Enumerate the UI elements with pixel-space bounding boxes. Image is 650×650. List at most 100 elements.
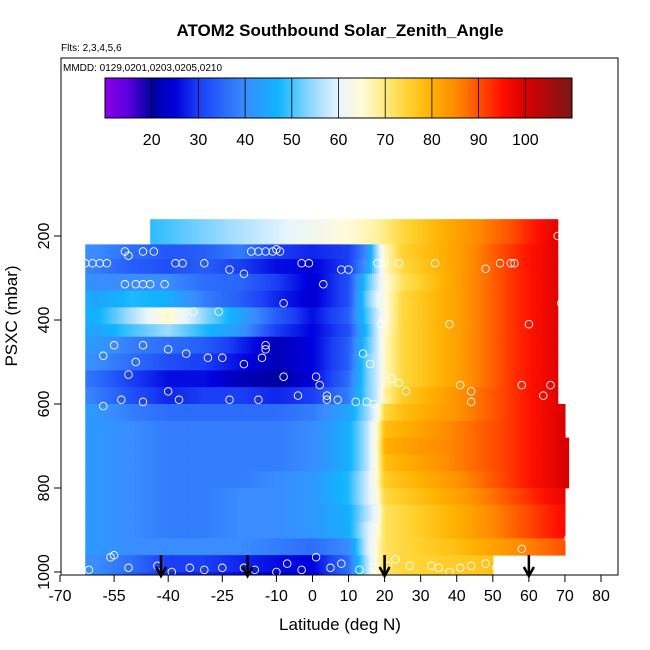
observation-marker: [124, 370, 133, 379]
colorbar-dividers: [151, 78, 526, 118]
observation-marker: [434, 563, 443, 573]
observation-marker: [102, 259, 112, 268]
heatmap-row: [85, 307, 559, 325]
heatmap-field: [85, 219, 570, 575]
colorbar-tick-label: 80: [423, 132, 441, 149]
heatmap-row: [85, 244, 559, 260]
observation-marker: [495, 259, 505, 268]
x-tick-label: 50: [484, 588, 502, 605]
flights-note: Flts: 2,3,4,5,6: [61, 43, 122, 54]
observation-marker: [275, 247, 285, 256]
x-tick-label: 10: [340, 588, 358, 605]
heatmap-row: [150, 219, 559, 245]
observation-marker: [214, 307, 223, 316]
observation-marker: [311, 372, 321, 381]
observation-marker: [456, 563, 465, 573]
observation-marker: [149, 247, 159, 256]
observation-marker: [145, 280, 155, 289]
colorbar-tick-label: 90: [470, 132, 488, 149]
observation-marker: [369, 399, 379, 409]
observation-marker: [358, 349, 368, 358]
observation-marker: [279, 372, 288, 381]
colorbar-tick-label: 50: [283, 132, 301, 149]
observation-marker: [492, 563, 501, 573]
x-tick-label: 70: [556, 588, 574, 605]
heatmap-row: [85, 404, 566, 422]
observation-marker: [200, 259, 209, 268]
x-axis-label: Latitude (deg N): [279, 615, 401, 634]
x-tick-label: 80: [592, 588, 610, 605]
colorbar-tick-labels: 20 30 40 50 60 70 80 90 100: [143, 132, 539, 149]
observation-marker: [391, 555, 400, 564]
observation-marker: [282, 559, 292, 568]
colorbar-tick-label: 100: [512, 132, 539, 149]
observation-marker: [163, 387, 173, 396]
observation-marker: [189, 307, 198, 316]
observation-marker: [163, 345, 173, 354]
observation-marker: [124, 563, 133, 573]
latitude-arrows: [154, 555, 535, 579]
observation-marker: [272, 567, 281, 575]
x-tick-label: -25: [211, 588, 234, 605]
observation-marker: [546, 380, 555, 390]
observation-marker: [517, 380, 526, 390]
observation-marker: [430, 259, 440, 268]
heatmap-row: [85, 538, 566, 556]
observation-marker: [178, 259, 187, 268]
observation-marker: [517, 544, 526, 554]
observation-marker: [200, 565, 209, 575]
x-tick-label: 40: [448, 588, 466, 605]
observation-marker: [261, 340, 270, 350]
observation-marker: [322, 391, 332, 400]
observation-marker: [218, 563, 227, 573]
observation-marker: [138, 340, 148, 350]
heatmap-row: [85, 353, 559, 371]
observation-marker: [73, 259, 83, 268]
x-tick-label: 30: [412, 588, 430, 605]
heatmap-row: [85, 273, 559, 291]
observation-marker: [337, 559, 346, 568]
y-tick-label: 400: [36, 307, 53, 334]
x-tick-label: 20: [376, 588, 394, 605]
heatmap-row: [85, 555, 494, 573]
heatmap-row: [85, 336, 559, 354]
latitude-arrow: [154, 555, 168, 579]
observation-marker: [380, 259, 389, 268]
heatmap-row: [85, 324, 559, 338]
observation-marker: [560, 372, 570, 381]
x-axis: -70 -55 -40 -25 -10 0 10 20 30 40 50 60 70 80: [48, 575, 610, 605]
chart-title: ATOM2 Southbound Solar_Zenith_Angle: [176, 21, 503, 40]
observation-marker: [333, 395, 342, 405]
colorbar-tick-label: 40: [236, 132, 254, 149]
observation-marker: [293, 391, 303, 400]
observation-marker: [117, 395, 126, 405]
observation-marker: [261, 345, 270, 354]
observation-marker: [560, 231, 570, 241]
observation-marker: [120, 280, 130, 289]
observation-marker: [405, 561, 415, 570]
observation-marker: [369, 563, 379, 573]
observation-marker: [218, 353, 227, 363]
observation-marker: [401, 387, 411, 396]
observation-marker: [326, 563, 335, 573]
observation-marker: [73, 378, 83, 388]
observation-marker: [387, 374, 397, 384]
observation-marker: [160, 280, 169, 289]
observation-marker: [445, 567, 454, 575]
observation-marker: [174, 395, 184, 405]
observation-marker: [109, 340, 119, 350]
y-tick-label: 200: [36, 223, 53, 250]
observation-marker: [539, 391, 548, 400]
observation-marker: [185, 563, 195, 573]
observation-marker: [481, 559, 490, 568]
observation-marker: [564, 534, 573, 543]
observation-marker: [394, 378, 404, 388]
colorbar-tick-label: 70: [376, 132, 394, 149]
colorbar-tick-label: 20: [143, 132, 161, 149]
y-tick-label: 600: [36, 391, 53, 418]
observation-marker: [109, 550, 119, 560]
observation-marker: [481, 264, 490, 274]
x-tick-label: -10: [265, 588, 288, 605]
observation-marker: [203, 353, 213, 363]
